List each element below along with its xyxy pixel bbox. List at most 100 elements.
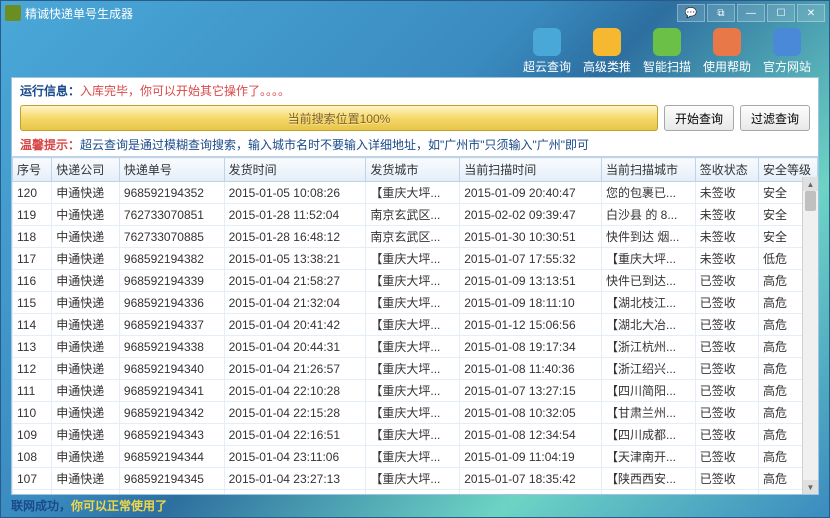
- progress-text: 当前搜索位置100%: [288, 110, 391, 127]
- cell: 已签收: [695, 446, 758, 468]
- cell: 【湖北大冶...: [601, 314, 695, 336]
- window-title: 精诚快递单号生成器: [25, 5, 133, 22]
- start-query-button[interactable]: 开始查询: [664, 105, 734, 131]
- restore-button[interactable]: ⧉: [707, 4, 735, 22]
- minimize-button[interactable]: —: [737, 4, 765, 22]
- cell: 【天津南开...: [601, 446, 695, 468]
- col-header-3[interactable]: 发货时间: [224, 158, 366, 182]
- toolbar-2[interactable]: 智能扫描: [637, 25, 697, 77]
- col-header-2[interactable]: 快递单号: [119, 158, 224, 182]
- cell: 中通快递: [52, 204, 120, 226]
- cell: 106: [13, 490, 52, 495]
- cell: 快件已到达...: [601, 270, 695, 292]
- cell: 南京玄武区...: [366, 226, 460, 248]
- scroll-down-arrow[interactable]: ▼: [803, 480, 818, 494]
- maximize-button[interactable]: ☐: [767, 4, 795, 22]
- table-row[interactable]: 120申通快递9685921943522015-01-05 10:08:26【重…: [13, 182, 818, 204]
- cell: 968592194343: [119, 424, 224, 446]
- table-row[interactable]: 106申通快递9685921943172015-01-04 23:50:21【重…: [13, 490, 818, 495]
- table-row[interactable]: 108申通快递9685921943442015-01-04 23:11:06【重…: [13, 446, 818, 468]
- table-row[interactable]: 115申通快递9685921943362015-01-04 21:32:04【重…: [13, 292, 818, 314]
- table-row[interactable]: 114申通快递9685921943372015-01-04 20:41:42【重…: [13, 314, 818, 336]
- toolbar-icon-0: [533, 28, 561, 56]
- col-header-4[interactable]: 发货城市: [366, 158, 460, 182]
- cell: 未签收: [695, 204, 758, 226]
- table-row[interactable]: 110申通快递9685921943422015-01-04 22:15:28【重…: [13, 402, 818, 424]
- cell: 未签收: [695, 182, 758, 204]
- cell: 【重庆大坪...: [366, 248, 460, 270]
- cell: 申通快递: [52, 292, 120, 314]
- cell: 【重庆大坪...: [366, 424, 460, 446]
- cell: 968592194340: [119, 358, 224, 380]
- cell: 2015-01-04 22:10:28: [224, 380, 366, 402]
- cell: 968592194352: [119, 182, 224, 204]
- cell: 【重庆大坪...: [366, 314, 460, 336]
- cell: 2015-01-04 20:44:31: [224, 336, 366, 358]
- cell: 【重庆大坪...: [366, 380, 460, 402]
- cell: 申通快递: [52, 490, 120, 495]
- col-header-7[interactable]: 签收状态: [695, 158, 758, 182]
- table-row[interactable]: 111申通快递9685921943412015-01-04 22:10:28【重…: [13, 380, 818, 402]
- cell: 申通快递: [52, 248, 120, 270]
- toolbar-4[interactable]: 官方网站: [757, 25, 817, 77]
- table-row[interactable]: 109申通快递9685921943432015-01-04 22:16:51【重…: [13, 424, 818, 446]
- cell: 968592194338: [119, 336, 224, 358]
- cell: 未签收: [695, 248, 758, 270]
- cell: 2015-01-04 21:32:04: [224, 292, 366, 314]
- close-button[interactable]: ✕: [797, 4, 825, 22]
- cell: 2015-01-09 18:11:10: [460, 292, 602, 314]
- cell: 已签收: [695, 380, 758, 402]
- table-row[interactable]: 116申通快递9685921943392015-01-04 21:58:27【重…: [13, 270, 818, 292]
- cell: 968592194342: [119, 402, 224, 424]
- cell: 117: [13, 248, 52, 270]
- col-header-5[interactable]: 当前扫描时间: [460, 158, 602, 182]
- table-row[interactable]: 107申通快递9685921943452015-01-04 23:27:13【重…: [13, 468, 818, 490]
- cell: 申通快递: [52, 424, 120, 446]
- cell: 【重庆大坪...: [366, 446, 460, 468]
- cell: 【浙江绍兴...: [601, 358, 695, 380]
- table-row[interactable]: 112申通快递9685921943402015-01-04 21:26:57【重…: [13, 358, 818, 380]
- cell: 2015-01-04 21:58:27: [224, 270, 366, 292]
- cell: 2015-01-07 17:55:32: [460, 248, 602, 270]
- col-header-6[interactable]: 当前扫描城市: [601, 158, 695, 182]
- toolbar-3[interactable]: 使用帮助: [697, 25, 757, 77]
- col-header-1[interactable]: 快递公司: [52, 158, 120, 182]
- toolbar-icon-2: [653, 28, 681, 56]
- toolbar-0[interactable]: 超云查询: [517, 25, 577, 77]
- cell: 已签收: [695, 358, 758, 380]
- scroll-thumb[interactable]: [805, 191, 816, 211]
- app-icon: [5, 5, 21, 21]
- cell: 2015-01-05 13:38:21: [224, 248, 366, 270]
- table-row[interactable]: 118中通快递7627330708852015-01-28 16:48:12南京…: [13, 226, 818, 248]
- cell: 968592194337: [119, 314, 224, 336]
- col-header-0[interactable]: 序号: [13, 158, 52, 182]
- footer-status-2: 你可以正常使用了: [71, 499, 167, 513]
- table-row[interactable]: 119中通快递7627330708512015-01-28 11:52:04南京…: [13, 204, 818, 226]
- table-row[interactable]: 113申通快递9685921943382015-01-04 20:44:31【重…: [13, 336, 818, 358]
- cell: 2015-01-04 20:41:42: [224, 314, 366, 336]
- cell: 113: [13, 336, 52, 358]
- cell: 【湖北枝江...: [601, 292, 695, 314]
- cell: 【浙江杭州...: [601, 336, 695, 358]
- toolbar-1[interactable]: 高级类推: [577, 25, 637, 77]
- cell: 108: [13, 446, 52, 468]
- toolbar-label-4: 官方网站: [763, 58, 811, 75]
- cell: 762733070851: [119, 204, 224, 226]
- scroll-up-arrow[interactable]: ▲: [803, 177, 818, 191]
- cell: 2015-01-04 22:16:51: [224, 424, 366, 446]
- cell: 762733070885: [119, 226, 224, 248]
- cell: 申通快递: [52, 270, 120, 292]
- table-row[interactable]: 117申通快递9685921943822015-01-05 13:38:21【重…: [13, 248, 818, 270]
- cell: 107: [13, 468, 52, 490]
- footer-status-1: 联网成功，: [11, 499, 71, 513]
- toolbar-icon-1: [593, 28, 621, 56]
- chat-button[interactable]: 💬: [677, 4, 705, 22]
- scrollbar[interactable]: ▲ ▼: [802, 177, 818, 494]
- cell: 申通快递: [52, 336, 120, 358]
- filter-query-button[interactable]: 过滤查询: [740, 105, 810, 131]
- toolbar-label-1: 高级类推: [583, 58, 631, 75]
- cell: 【陕西西安...: [601, 468, 695, 490]
- cell: 【四川简阳...: [601, 380, 695, 402]
- tip-msg: 超云查询是通过模糊查询搜索，输入城市名时不要输入详细地址，如"广州市"只须输入"…: [80, 138, 589, 152]
- cell: 快件到达 烟...: [601, 226, 695, 248]
